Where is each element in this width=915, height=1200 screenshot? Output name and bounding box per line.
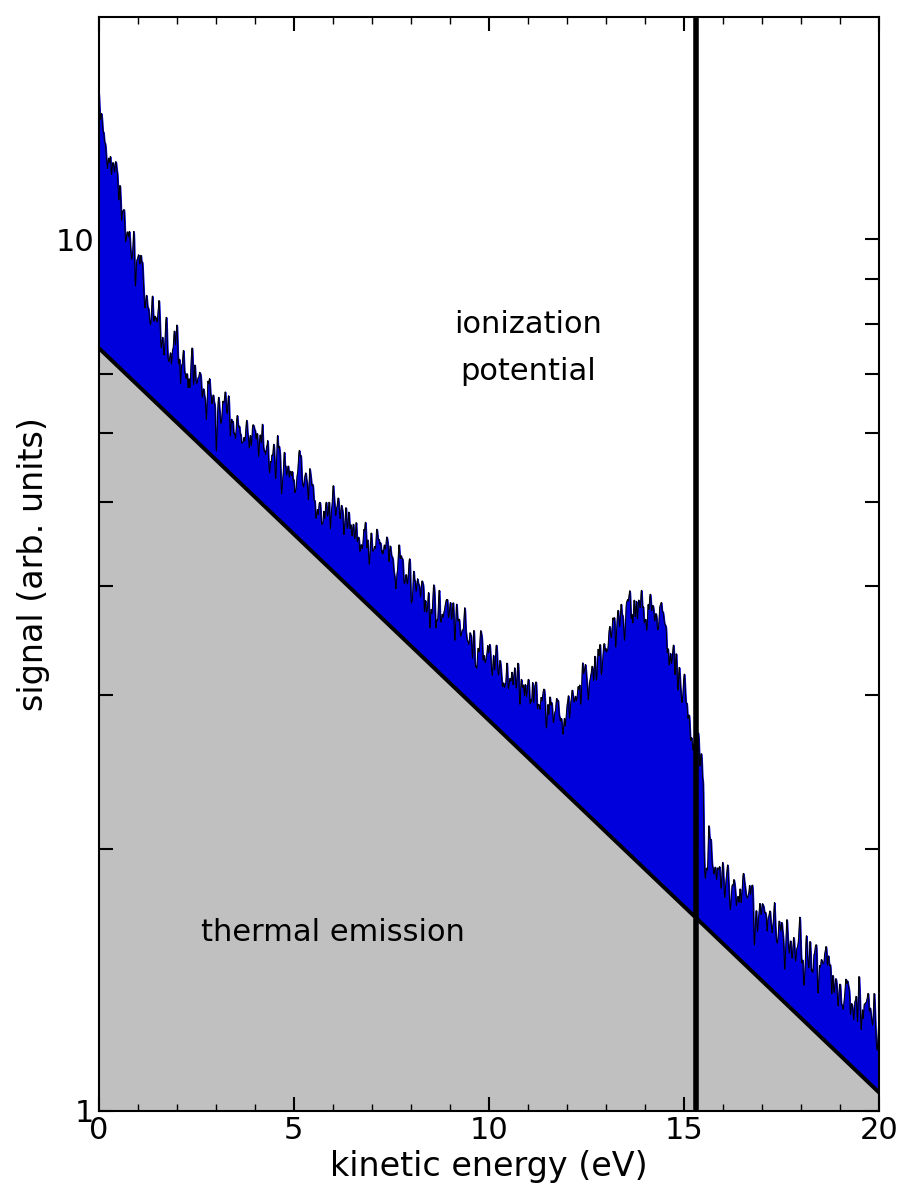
Text: ionization
potential: ionization potential — [454, 310, 602, 386]
X-axis label: kinetic energy (eV): kinetic energy (eV) — [330, 1151, 648, 1183]
Text: thermal emission: thermal emission — [201, 918, 465, 948]
Y-axis label: signal (arb. units): signal (arb. units) — [16, 416, 49, 710]
